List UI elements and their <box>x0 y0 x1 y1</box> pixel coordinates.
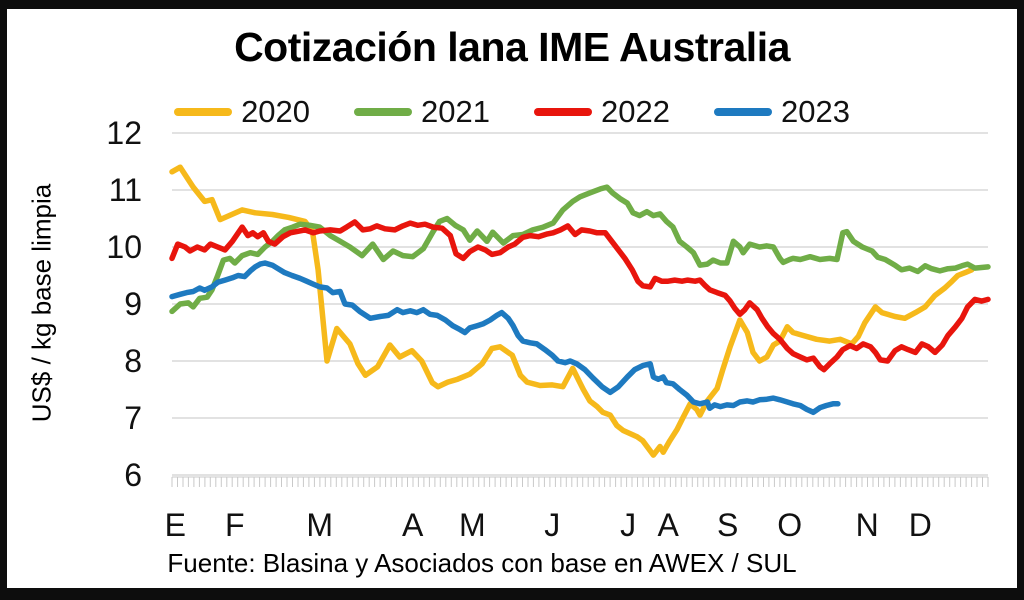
x-axis-label: M <box>306 507 333 543</box>
y-tick-label: 8 <box>124 343 142 379</box>
series-line-2021 <box>169 184 991 315</box>
x-axis-label: F <box>225 507 245 543</box>
legend-label-2021: 2021 <box>421 94 490 129</box>
legend-item-2022: 2022 <box>534 94 670 130</box>
x-axis-label: J <box>544 507 560 543</box>
series-line-2020 <box>169 164 975 458</box>
y-tick-label: 7 <box>124 400 142 436</box>
legend-swatch-2023 <box>713 108 772 116</box>
y-tick-label: 9 <box>124 286 142 322</box>
x-axis-label: A <box>657 507 679 543</box>
y-tick-label: 6 <box>124 457 142 493</box>
legend-item-2023: 2023 <box>713 94 850 130</box>
chart-title: Cotización lana IME Australia <box>234 24 790 70</box>
x-axis-label: O <box>777 507 802 543</box>
x-axis-label: E <box>165 507 186 543</box>
y-tick-label: 10 <box>106 229 142 265</box>
x-axis-label: J <box>620 507 636 543</box>
x-axis-tick-strip <box>171 476 989 487</box>
legend-item-2021: 2021 <box>354 94 490 130</box>
legend-swatch-2020 <box>174 108 233 116</box>
x-axis-label: M <box>459 507 486 543</box>
x-axis-label: S <box>717 507 738 543</box>
x-axis-label: N <box>856 507 879 543</box>
chart-legend: 2020 2021 2022 2023 <box>0 94 1024 130</box>
legend-label-2020: 2020 <box>241 94 311 129</box>
legend-swatch-2021 <box>354 108 413 116</box>
series-line-2023 <box>169 260 841 416</box>
x-axis-label: A <box>402 507 424 543</box>
legend-label-2023: 2023 <box>780 94 850 129</box>
legend-swatch-2022 <box>534 108 592 116</box>
y-tick-label: 12 <box>106 115 142 151</box>
series-line-2022 <box>169 219 991 373</box>
legend-item-2020: 2020 <box>174 94 310 130</box>
x-axis-label: D <box>909 507 932 543</box>
source-note: Fuente: Blasina y Asociados con base en … <box>167 548 797 578</box>
y-tick-label: 11 <box>109 172 142 208</box>
legend-label-2022: 2022 <box>601 94 670 129</box>
